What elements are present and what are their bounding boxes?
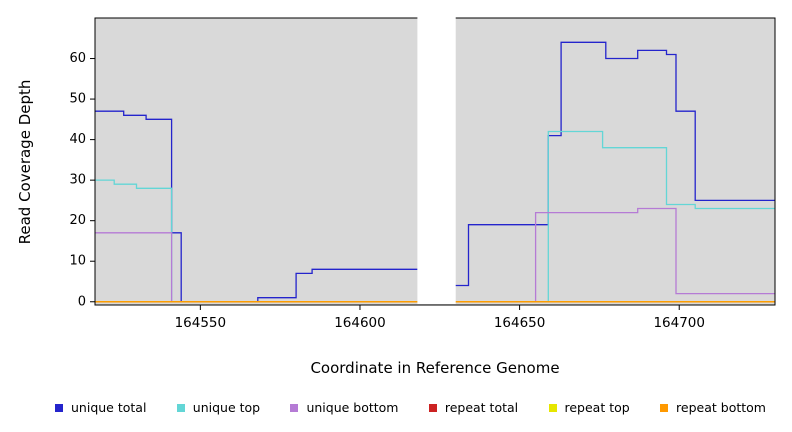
x-tick-label: 164550	[175, 315, 227, 331]
legend-item-repeat-top: repeat top	[548, 400, 630, 415]
legend-label: unique bottom	[306, 400, 399, 415]
masked-gap-region	[417, 10, 456, 304]
y-tick-label: 40	[69, 132, 86, 147]
legend-swatch-icon	[55, 403, 63, 412]
legend-swatch-icon	[428, 403, 437, 412]
y-tick-label: 60	[69, 51, 86, 66]
y-tick-label: 0	[78, 294, 86, 309]
x-tick-label: 164650	[494, 315, 546, 331]
series-line-unique-top	[452, 130, 775, 303]
legend-swatch-icon	[290, 403, 299, 412]
series-line-unique-total	[95, 110, 418, 303]
legend-label: repeat top	[564, 400, 630, 415]
legend-label: repeat bottom	[676, 400, 766, 415]
legend-item-unique-top: unique top	[176, 400, 261, 415]
legend-swatch-icon	[176, 403, 185, 412]
y-tick-label: 50	[69, 92, 86, 107]
y-tick-label: 30	[69, 173, 86, 188]
legend-item-unique-bottom: unique bottom	[290, 400, 399, 415]
legend-item-repeat-total: repeat total	[428, 400, 519, 415]
legend-swatch-icon	[660, 403, 669, 412]
x-tick-label: 164600	[334, 315, 386, 331]
legend-item-repeat-bottom: repeat bottom	[660, 400, 766, 415]
y-axis-title: Read Coverage Depth	[16, 79, 34, 245]
legend-item-unique-total: unique total	[55, 400, 146, 415]
y-tick-label: 10	[69, 254, 86, 269]
x-axis-title: Coordinate in Reference Genome	[310, 359, 560, 377]
x-tick-label: 164700	[653, 315, 705, 331]
y-tick-label: 20	[69, 213, 86, 228]
legend: unique total unique top unique bottom repea…	[0, 400, 792, 415]
legend-label: unique top	[192, 400, 261, 415]
legend-swatch-icon	[548, 403, 557, 412]
coverage-chart: 0 10 20 30 40 50 60 164550 164600 164650 164700	[69, 10, 776, 331]
legend-label: repeat total	[444, 400, 519, 415]
series-line-unique-bottom	[452, 207, 775, 303]
legend-label: unique total	[71, 400, 147, 415]
